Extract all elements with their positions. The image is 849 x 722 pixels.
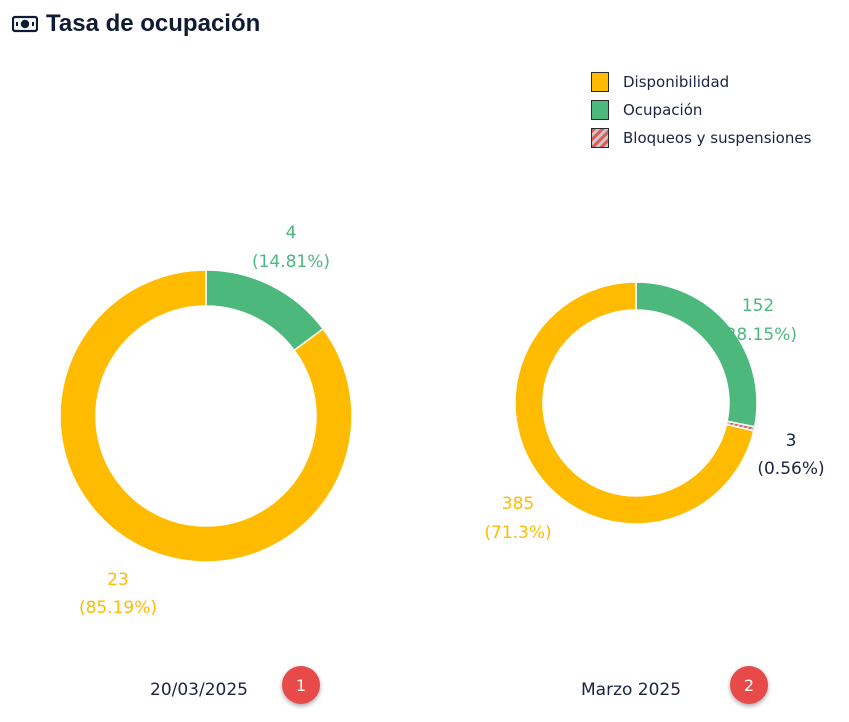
page-header: Tasa de ocupación [12,10,260,38]
chart-legend: Disponibilidad Ocupación Bloqueos y susp… [591,68,811,152]
legend-swatch [591,100,609,120]
marker-badge-2[interactable]: 2 [730,666,768,704]
legend-swatch [591,72,609,92]
legend-item-bloqueos[interactable]: Bloqueos y suspensiones [591,124,811,152]
slice-value-label: 152 [742,296,774,316]
legend-label: Disponibilidad [623,73,730,91]
legend-item-ocupacion[interactable]: Ocupación [591,96,811,124]
slice-value-label: 23 [107,570,129,590]
donut-slice-disponibilidad[interactable] [514,281,755,525]
slice-percent-label: (0.56%) [757,459,824,479]
legend-label: Bloqueos y suspensiones [623,129,812,147]
page-title: Tasa de ocupación [46,10,261,37]
slice-percent-label: (28.15%) [719,325,797,345]
slice-percent-label: (71.3%) [484,523,551,543]
slice-value-label: 4 [286,223,297,243]
slice-value-label: 3 [786,431,797,451]
chart-caption-monthly: Marzo 2025 [581,680,682,700]
legend-item-disponibilidad[interactable]: Disponibilidad [591,68,811,96]
donut-slice-ocupacion[interactable] [205,269,325,352]
donut-slice-disponibilidad[interactable] [59,269,353,563]
donut-slice-ocupacion[interactable] [635,281,758,428]
slice-value-label: 385 [502,494,534,514]
money-icon [12,15,38,33]
chart-caption-daily: 20/03/2025 [150,680,248,700]
slice-percent-label: (14.81%) [252,252,330,272]
marker-badge-1[interactable]: 1 [282,666,320,704]
legend-label: Ocupación [623,101,703,119]
slice-percent-label: (85.19%) [79,598,157,618]
legend-swatch-striped [591,128,609,148]
